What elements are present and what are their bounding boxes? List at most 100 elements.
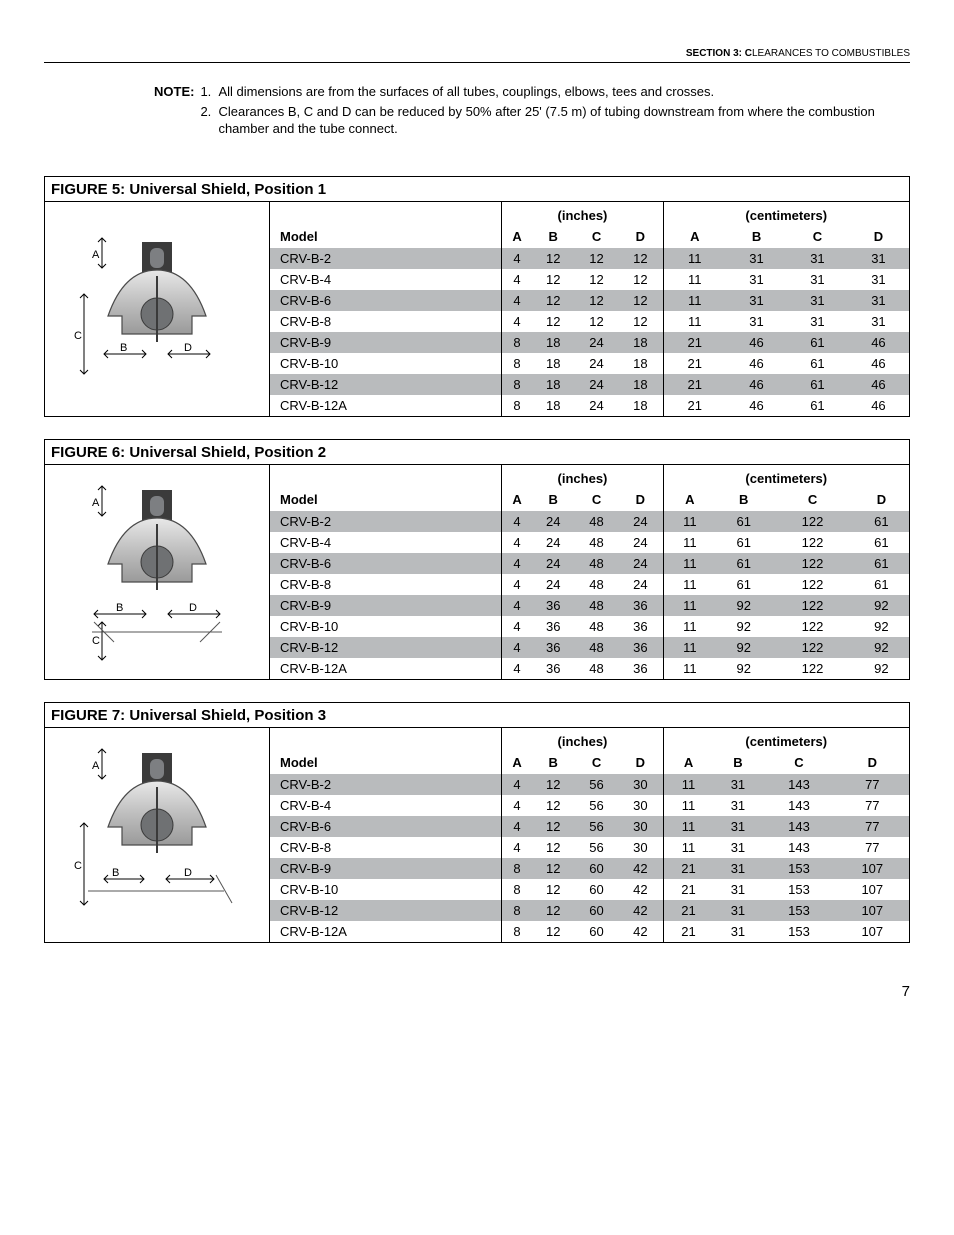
table-row: CRV-B-10 4 36 48 36 11 92 122 92 [270,616,909,637]
cell: 61 [716,511,771,532]
table-row: CRV-B-12A 8 12 60 42 21 31 153 107 [270,921,909,942]
col-A: A [502,226,532,248]
cell: 153 [762,900,835,921]
clearance-table: (inches) (centimeters)Model A B C D A B … [270,202,909,416]
cell: 12 [575,290,618,311]
cell: 31 [714,921,763,942]
cell: 31 [787,290,848,311]
cell-model: CRV-B-9 [270,595,502,616]
cell: 46 [726,332,787,353]
cell-model: CRV-B-4 [270,532,502,553]
cell: 122 [771,574,854,595]
diagram-cell: A C B D [45,202,270,416]
cell-model: CRV-B-2 [270,248,502,269]
cell: 21 [663,858,714,879]
cell: 46 [848,374,909,395]
cell: 107 [836,879,909,900]
unit-cm: (centimeters) [663,728,909,752]
table-row: CRV-B-4 4 24 48 24 11 61 122 61 [270,532,909,553]
cell: 36 [618,637,663,658]
cell-model: CRV-B-4 [270,269,502,290]
cell: 61 [716,574,771,595]
cell: 122 [771,553,854,574]
cell: 11 [663,616,716,637]
page-header: SECTION 3: CLEARANCES TO COMBUSTIBLES [44,48,910,63]
cell: 46 [848,332,909,353]
cell: 18 [532,395,575,416]
cell: 11 [663,532,716,553]
cell: 77 [836,837,909,858]
col-B-cm: B [716,489,771,511]
unit-inches: (inches) [502,728,663,752]
table-row: CRV-B-4 4 12 56 30 11 31 143 77 [270,795,909,816]
cell: 92 [854,595,909,616]
svg-text:C: C [92,635,100,647]
cell: 56 [575,795,618,816]
page-number: 7 [44,983,910,1000]
cell: 12 [618,269,663,290]
cell: 11 [663,658,716,679]
cell: 11 [663,795,714,816]
cell: 61 [787,353,848,374]
svg-text:A: A [92,760,100,772]
col-model: Model [270,752,502,774]
cell-model: CRV-B-12A [270,658,502,679]
table-row: CRV-B-12A 4 36 48 36 11 92 122 92 [270,658,909,679]
cell: 8 [502,858,532,879]
note-item: 2.Clearances B, C and D can be reduced b… [200,103,910,138]
cell: 61 [787,395,848,416]
col-B: B [532,226,575,248]
cell: 31 [714,879,763,900]
cell: 31 [848,290,909,311]
svg-text:D: D [189,602,197,614]
cell: 11 [663,248,726,269]
cell-model: CRV-B-8 [270,311,502,332]
figure-box: FIGURE 6: Universal Shield, Position 2 A… [44,439,910,680]
svg-text:C: C [74,330,82,342]
clearance-table: (inches) (centimeters)Model A B C D A B … [270,465,909,679]
table-row: CRV-B-12 8 18 24 18 21 46 61 46 [270,374,909,395]
cell: 8 [502,374,532,395]
col-D-cm: D [848,226,909,248]
cell-model: CRV-B-12A [270,395,502,416]
cell: 24 [575,395,618,416]
figure-title: FIGURE 5: Universal Shield, Position 1 [45,177,909,202]
cell: 11 [663,816,714,837]
cell: 18 [618,395,663,416]
cell: 31 [726,290,787,311]
table-row: CRV-B-12A 8 18 24 18 21 46 61 46 [270,395,909,416]
cell: 11 [663,595,716,616]
cell: 36 [532,595,575,616]
cell: 31 [787,248,848,269]
cell: 56 [575,816,618,837]
cell: 12 [618,248,663,269]
cell: 11 [663,637,716,658]
cell: 24 [618,532,663,553]
cell: 8 [502,332,532,353]
cell: 48 [575,574,618,595]
cell: 11 [663,290,726,311]
col-A: A [502,489,532,511]
cell: 48 [575,658,618,679]
svg-text:B: B [116,602,123,614]
col-C-cm: C [787,226,848,248]
col-D-cm: D [854,489,909,511]
cell: 107 [836,921,909,942]
cell: 92 [854,637,909,658]
cell: 31 [714,900,763,921]
cell: 77 [836,774,909,795]
cell: 4 [502,511,532,532]
col-C: C [575,226,618,248]
cell: 24 [532,532,575,553]
cell: 21 [663,921,714,942]
cell-model: CRV-B-4 [270,795,502,816]
cell: 61 [854,511,909,532]
col-B-cm: B [726,226,787,248]
cell: 42 [618,921,663,942]
table-row: CRV-B-2 4 12 12 12 11 31 31 31 [270,248,909,269]
note-items: 1.All dimensions are from the surfaces o… [200,83,910,140]
cell-model: CRV-B-12 [270,374,502,395]
cell: 30 [618,774,663,795]
cell: 143 [762,774,835,795]
cell: 18 [618,332,663,353]
